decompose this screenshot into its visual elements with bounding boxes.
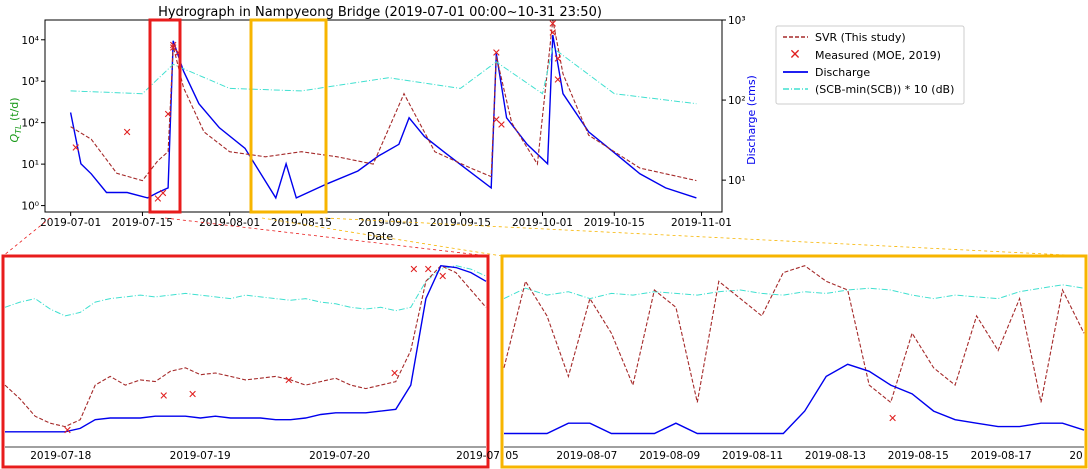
legend-label-svr: SVR (This study) (815, 31, 906, 44)
measured-point: ✕ (169, 39, 178, 52)
connector-orange-left (261, 217, 503, 257)
zoom-x-tick-label: 2019-08-07 (556, 450, 617, 462)
zoom-x-tick-label: 2019-07 (456, 450, 500, 462)
y2-axis-label: Discharge (cms) (745, 75, 758, 165)
y2-tick-label: 10¹ (728, 175, 746, 187)
legend-frame (775, 25, 965, 105)
zoom-connectors (2, 217, 1087, 257)
series-line (70, 46, 697, 105)
x-tick-label: 2019-11-01 (671, 217, 732, 229)
measured-point: ✕ (71, 142, 80, 155)
y-tick-label: 10⁴ (21, 35, 39, 47)
measured-point: ✕ (153, 192, 162, 205)
zoom-frame (1, 254, 490, 469)
zoom-series-line (503, 265, 1085, 404)
zoom-x-tick-label: 2019-07-19 (170, 450, 231, 462)
axes: 2019-07-01 2019-07-15 2019-08-01 2019-08-15… (21, 15, 745, 229)
x-tick-label: 2019-08-15 (271, 217, 332, 229)
y-axis-label-sub: TL (14, 125, 23, 134)
series-layer (69, 19, 697, 200)
zoom-panel-red: ✕ ✕ ✕ ✕ ✕ ✕ ✕ ✕ 2019-07-18 2019-07-19 2019-07-20 20… (1, 254, 500, 469)
y2-tick-label: 10² (728, 95, 746, 107)
legend-label-discharge: Discharge (815, 66, 870, 79)
x-tick-label: 2019-10-15 (584, 217, 645, 229)
hydrograph-chart: Hydrograph in Nampyeong Bridge (2019-07-… (8, 5, 758, 243)
legend: SVR (This study) ✕ Measured (MOE, 2019) … (775, 25, 965, 105)
x-axis-label: Date (367, 230, 394, 243)
zoom-x-tick-label: 20 (1069, 450, 1082, 462)
measured-markers: ✕✕✕✕✕✕✕✕ ✕✕✕✕✕✕✕ (71, 17, 562, 205)
y-axis-label-unit: (t/d) (8, 97, 21, 124)
zoom-measured-point: ✕ (188, 388, 197, 401)
legend-label-measured: Measured (MOE, 2019) (815, 49, 941, 62)
zoom-box-2 (249, 18, 328, 214)
series-line (70, 19, 697, 182)
zoom-x-tick-label: 2019-08-15 (888, 450, 949, 462)
zoom-measured-point: ✕ (390, 367, 399, 380)
y-tick-label: 10¹ (21, 159, 39, 171)
zoom-measured-point: ✕ (438, 270, 447, 283)
zoom-x-tick-label: 2019-08-11 (722, 450, 783, 462)
connector-orange-right (324, 217, 1087, 257)
measured-point: ✕ (548, 26, 557, 39)
zoom-measured-point: ✕ (63, 424, 72, 437)
zoom-series-line (4, 265, 487, 428)
measured-point: ✕ (497, 119, 506, 132)
zoom-measured-point: ✕ (284, 374, 293, 387)
y2-tick-label: 10³ (728, 15, 746, 27)
y-axis-label: QTL (t/d) (8, 97, 23, 142)
x-tick-label: 2019-07-15 (112, 217, 173, 229)
measured-point: ✕ (553, 74, 562, 87)
legend-label-scb: (SCB-min(SCB)) * 10 (dB) (815, 83, 954, 96)
zoom-x-tick-label: 2019-08-09 (639, 450, 700, 462)
measured-point: ✕ (553, 53, 562, 66)
zoom-box-1 (148, 18, 182, 214)
measured-point: ✕ (174, 46, 183, 59)
zoom-measured-point: ✕ (159, 389, 168, 402)
measured-point: ✕ (492, 113, 501, 126)
x-tick-label: 2019-08-01 (199, 217, 260, 229)
zoom-x-tick-label: 2019-07-20 (309, 450, 370, 462)
connector-red-right (164, 217, 489, 257)
zoom-series-line (504, 363, 1085, 435)
plot-frame (44, 19, 723, 213)
x-tick-label: 2019-10-01 (512, 217, 573, 229)
measured-point: ✕ (158, 187, 167, 200)
measured-point: ✕ (492, 46, 501, 59)
legend-swatch-measured: ✕ (789, 47, 801, 63)
y-tick-label: 10⁰ (21, 201, 39, 213)
x-tick-label: 2019-07-01 (40, 217, 101, 229)
connector-red-left (2, 217, 51, 257)
zoom-measured-point: ✕ (424, 263, 433, 276)
zoom-series-line (503, 284, 1085, 300)
zoom-series-line (5, 264, 487, 433)
measured-point: ✕ (169, 42, 178, 55)
zoom-frame (500, 254, 1088, 469)
measured-point: ✕ (122, 126, 131, 139)
zoom-measured-point: ✕ (409, 263, 418, 276)
zoom-x-tick-label: 2019-08-13 (805, 450, 866, 462)
chart-title: Hydrograph in Nampyeong Bridge (2019-07-… (158, 5, 602, 20)
measured-point: ✕ (163, 108, 172, 121)
zoom-x-tick-label: 2019-07-18 (30, 450, 91, 462)
x-tick-label: 2019-09-15 (430, 217, 491, 229)
y-tick-label: 10³ (21, 76, 39, 88)
x-tick-label: 2019-09-01 (358, 217, 419, 229)
measured-point: ✕ (548, 17, 557, 30)
y-axis-label-main: Q (8, 134, 21, 143)
zoom-x-tick-label: 2019-08-17 (971, 450, 1032, 462)
zoom-x-tick-label: 05 (505, 450, 518, 462)
zoom-panel-orange: ✕ 05 2019-08-07 2019-08-09 2019-08-11 2019-08… (500, 254, 1088, 469)
zoom-measured-point: ✕ (888, 412, 897, 425)
y-tick-label: 10² (21, 118, 39, 130)
